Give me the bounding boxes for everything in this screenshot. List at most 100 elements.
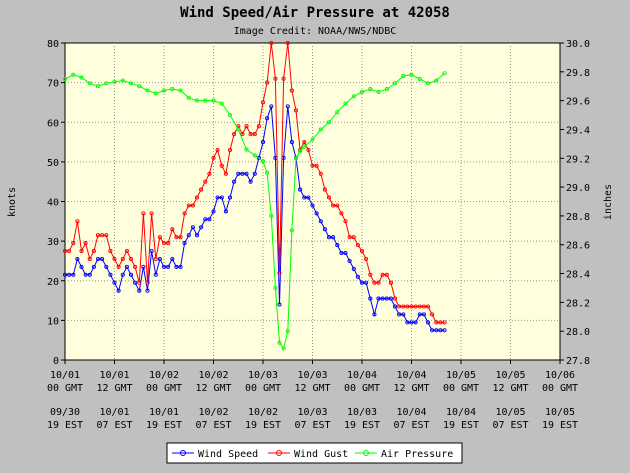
wind-gust-line (65, 42, 445, 323)
air-pressure-line (64, 72, 445, 350)
wind-speed-point (71, 272, 76, 277)
x-tick-label-gmt-date: 10/03 (297, 370, 327, 381)
y-tick-label-left: 20 (47, 277, 59, 288)
air-pressure-point (310, 137, 315, 142)
wind-speed-point (174, 264, 179, 269)
wind-gust-point (351, 235, 356, 240)
wind-speed-point (289, 140, 294, 145)
air-pressure-point (137, 84, 142, 89)
wind-gust-point (128, 256, 134, 262)
grid-lines (65, 43, 560, 360)
air-pressure-point (298, 149, 303, 154)
legend-label-wind-speed: Wind Speed (198, 449, 258, 460)
wind-gust-point (170, 227, 175, 232)
wind-speed-point (384, 296, 389, 301)
wind-speed-point (364, 280, 369, 285)
y-tick-label-right: 27.8 (566, 356, 590, 367)
y-tick-label-left: 50 (47, 158, 59, 169)
wind-speed-point (438, 328, 443, 333)
wind-gust-point (322, 187, 327, 192)
wind-gust-point (347, 235, 352, 240)
wind-speed-point (112, 280, 117, 285)
wind-gust-point (425, 304, 431, 309)
wind-speed-point (219, 195, 224, 200)
air-pressure-point (112, 79, 117, 84)
air-pressure-point (128, 81, 134, 86)
wind-speed-point (306, 195, 311, 200)
wind-gust-point (104, 233, 109, 238)
x-tick-label-est-time: 19 EST (47, 420, 83, 431)
x-tick-label-gmt-time: 00 GMT (146, 383, 182, 394)
chart-subtitle: Image Credit: NOAA/NWS/NDBC (234, 26, 397, 37)
wind-gust-point (145, 280, 150, 285)
wind-gust-point (149, 211, 154, 216)
wind-gust-point (359, 248, 365, 254)
air-pressure-point (153, 91, 158, 96)
x-tick-label-est-time: 07 EST (96, 420, 132, 431)
legend-box (166, 442, 463, 464)
wind-gust-point (372, 280, 377, 285)
y-tick-label-left: 10 (47, 316, 59, 327)
wind-gust-point (207, 171, 212, 176)
wind-speed-point (401, 312, 406, 317)
x-tick-label-gmt-date: 10/06 (545, 370, 575, 381)
wind-speed-point (265, 116, 270, 121)
wind-gust-point (124, 248, 129, 254)
x-tick-label-est-time: 19 EST (245, 420, 281, 431)
wind-gust-point (157, 235, 162, 240)
x-tick-label-gmt-date: 10/05 (446, 370, 476, 381)
y-axis-left: 0 10 20 30 40 50 60 70 80 (47, 39, 65, 367)
y-tick-label-left: 40 (47, 198, 59, 209)
air-pressure-point (203, 98, 208, 103)
air-pressure-point (434, 78, 439, 83)
wind-gust-point (405, 304, 410, 309)
y-tick-label-right: 30.0 (566, 39, 590, 50)
wind-gust-point (421, 304, 426, 309)
air-pressure-point (368, 87, 373, 92)
air-pressure-point (376, 89, 381, 95)
air-pressure-point (351, 94, 356, 99)
y-tick-label-right: 29.4 (566, 125, 590, 136)
legend-label-air-pressure: Air Pressure (381, 449, 453, 460)
x-tick-label-gmt-time: 12 GMT (492, 383, 528, 394)
y-tick-label-right: 28.0 (566, 327, 590, 338)
wind-gust-point (75, 219, 80, 224)
y-axis-right: 27.8 28.0 28.2 28.4 28.6 28.8 29.0 29.2 29.4 29.6… (560, 39, 590, 367)
wind-gust-point (364, 256, 369, 262)
wind-speed-point (392, 304, 398, 309)
x-tick-label-gmt-date: 10/01 (99, 370, 129, 381)
x-tick-label-gmt-date: 10/05 (495, 370, 525, 381)
air-pressure-point (170, 87, 175, 92)
wind-speed-point (87, 272, 92, 277)
air-pressure-point (302, 144, 307, 149)
wind-gust-point (343, 219, 348, 224)
wind-speed-point (425, 320, 431, 325)
air-pressure-point (71, 72, 76, 77)
y-tick-label-right: 29.0 (566, 183, 590, 194)
series-layer (62, 40, 447, 351)
wind-speed-point (190, 225, 195, 230)
air-pressure-point (318, 127, 323, 132)
wind-gust-point (67, 248, 72, 254)
y-axis-right-label: inches (603, 184, 614, 220)
legend: Wind Speed Wind Gust Air Pressure (166, 442, 463, 464)
wind-speed-point (331, 235, 336, 240)
wind-speed-point (67, 272, 72, 277)
wind-speed-point (388, 296, 393, 301)
wind-speed-point (75, 256, 80, 262)
wind-speed-point (260, 140, 266, 145)
air-pressure-point (401, 74, 406, 79)
x-tick-label-est-time: 07 EST (393, 420, 429, 431)
y-tick-label-left: 60 (47, 118, 59, 129)
wind-gust-point (190, 203, 195, 208)
wind-gust-point (388, 280, 393, 285)
air-pressure-point (186, 95, 191, 100)
wind-speed-point (376, 296, 381, 301)
air-pressure-point (384, 87, 389, 92)
x-tick-label-est-date: 10/03 (347, 407, 377, 418)
wind-speed-point (145, 288, 150, 293)
x-tick-label-gmt-date: 10/02 (198, 370, 228, 381)
wind-gust-point (265, 80, 270, 85)
wind-speed-point (124, 264, 129, 269)
air-pressure-point (95, 84, 101, 89)
